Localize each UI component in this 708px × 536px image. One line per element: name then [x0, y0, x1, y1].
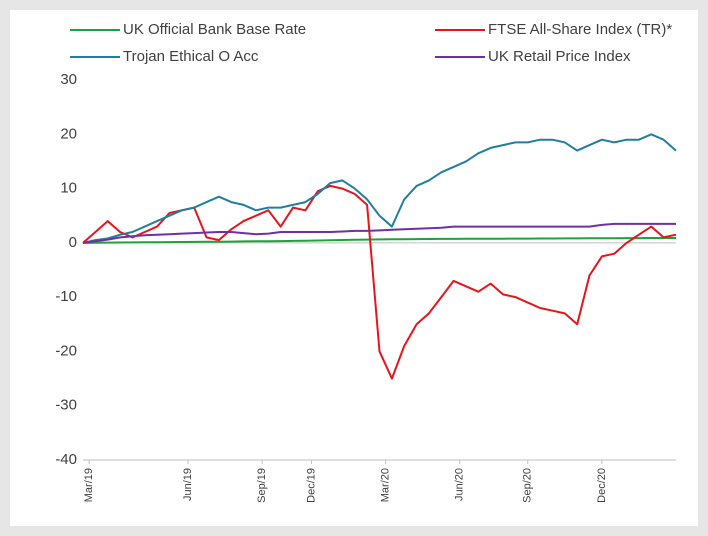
y-tick-label: -40	[55, 451, 77, 468]
series-line	[82, 222, 676, 244]
x-tick-label: Dec/19	[305, 468, 317, 503]
y-tick-label: 10	[60, 180, 77, 197]
legend-label: UK Official Bank Base Rate	[123, 21, 306, 38]
x-tick-label: Jun/20	[454, 468, 466, 501]
legend-label: UK Retail Price Index	[488, 48, 631, 65]
y-tick-label: -10	[55, 288, 77, 305]
y-tick-label: 30	[60, 71, 77, 88]
series-line	[82, 133, 677, 244]
panel	[10, 10, 698, 526]
x-tick-label: Mar/20	[380, 468, 392, 502]
y-tick-label: 20	[60, 125, 77, 142]
x-tick-label: Dec/20	[596, 468, 608, 503]
legend-label: FTSE All-Share Index (TR)*	[488, 21, 672, 38]
y-tick-label: -20	[55, 342, 77, 359]
y-tick-label: 0	[69, 234, 77, 251]
y-tick-label: -30	[55, 397, 77, 414]
x-tick-label: Jun/19	[182, 468, 194, 501]
x-tick-label: Mar/19	[83, 468, 95, 502]
legend-label: Trojan Ethical O Acc	[123, 48, 259, 65]
x-tick-label: Sep/20	[522, 468, 534, 503]
x-tick-label: Sep/19	[256, 468, 268, 503]
series-line	[82, 237, 676, 244]
